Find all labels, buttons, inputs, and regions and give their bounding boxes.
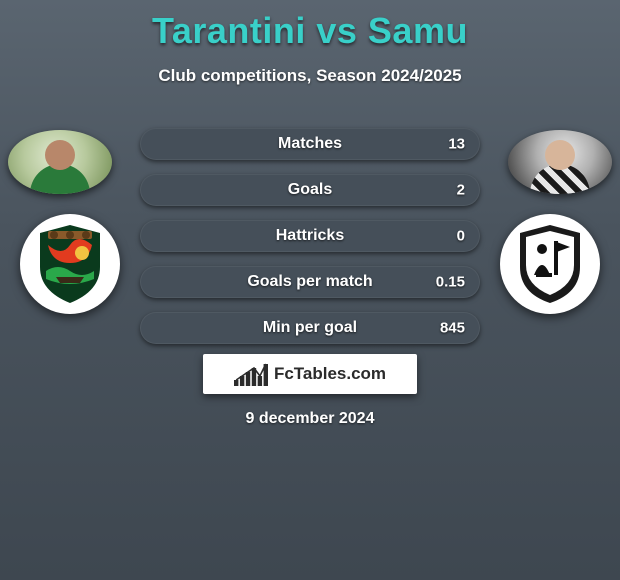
stat-value-right: 13 bbox=[448, 136, 465, 153]
stat-label: Hattricks bbox=[276, 227, 344, 245]
page-subtitle: Club competitions, Season 2024/2025 bbox=[0, 66, 620, 86]
stat-label: Min per goal bbox=[263, 319, 357, 337]
stat-row: Min per goal 845 bbox=[140, 312, 480, 344]
stat-value-right: 0 bbox=[457, 228, 465, 245]
player-left-head bbox=[45, 140, 75, 170]
stat-label: Matches bbox=[278, 135, 342, 153]
stat-row: Goals 2 bbox=[140, 174, 480, 206]
stat-label: Goals bbox=[288, 181, 332, 199]
source-logo-text: FcTables.com bbox=[274, 364, 386, 384]
source-logo-suffix: Tables.com bbox=[294, 364, 386, 383]
stat-value-right: 2 bbox=[457, 182, 465, 199]
stat-rows: Matches 13 Goals 2 Hattricks 0 Goals per match… bbox=[140, 128, 480, 344]
player-left-avatar bbox=[8, 130, 112, 194]
stat-label: Goals per match bbox=[247, 273, 372, 291]
snapshot-date: 9 december 2024 bbox=[0, 410, 620, 428]
source-logo: FcTables.com bbox=[203, 354, 417, 394]
player-right-avatar bbox=[508, 130, 612, 194]
club-left-shield-icon bbox=[34, 223, 106, 305]
stat-row: Hattricks 0 bbox=[140, 220, 480, 252]
source-logo-prefix: Fc bbox=[274, 364, 294, 383]
page-title: Tarantini vs Samu bbox=[0, 0, 620, 52]
stat-row: Goals per match 0.15 bbox=[140, 266, 480, 298]
club-right-crest bbox=[500, 214, 600, 314]
club-left-crest bbox=[20, 214, 120, 314]
player-right-head bbox=[545, 140, 575, 170]
page: Tarantini vs Samu Club competitions, Sea… bbox=[0, 0, 620, 580]
comparison-panel: Matches 13 Goals 2 Hattricks 0 Goals per match… bbox=[0, 114, 620, 354]
stat-value-right: 0.15 bbox=[436, 274, 465, 291]
bar-chart-icon bbox=[234, 362, 268, 386]
club-right-shield-icon bbox=[514, 223, 586, 305]
stat-row: Matches 13 bbox=[140, 128, 480, 160]
stat-value-right: 845 bbox=[440, 320, 465, 337]
